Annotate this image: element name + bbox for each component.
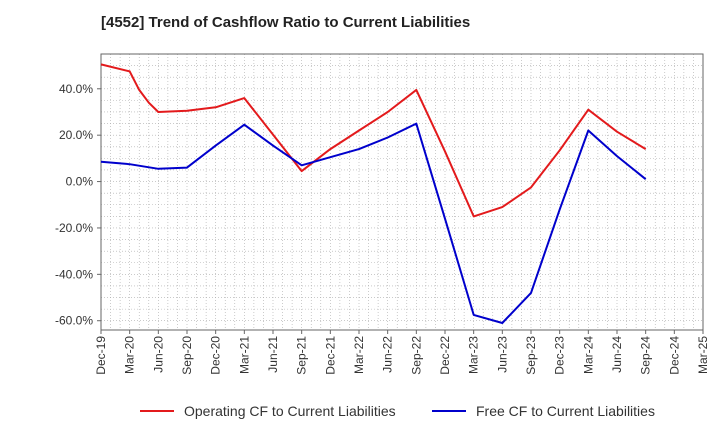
x-tick-label: Sep-23 <box>524 336 538 375</box>
legend-item-free-cf: Free CF to Current Liabilities <box>432 403 655 419</box>
chart-plot: 40.0% 20.0% 0.0% -20.0% -40.0% -60.0% Dec-19 M… <box>55 53 710 375</box>
legend-item-operating-cf: Operating CF to Current Liabilities <box>140 403 396 419</box>
x-tick-label: Mar-21 <box>237 336 251 374</box>
x-axis-ticks: Dec-19 Mar-20 Jun-20 Sep-20 Dec-20 Mar-21 Jun-… <box>94 330 710 375</box>
chart-title: [4552] Trend of Cashflow Ratio to Curren… <box>101 14 471 31</box>
x-tick-label: Jun-24 <box>610 336 624 373</box>
x-tick-label: Sep-24 <box>639 336 653 375</box>
x-tick-label: Mar-20 <box>123 336 137 374</box>
x-tick-label: Dec-19 <box>94 336 108 375</box>
x-tick-label: Sep-22 <box>409 336 423 375</box>
x-tick-label: Dec-23 <box>553 336 567 375</box>
x-tick-label: Dec-24 <box>667 336 681 375</box>
x-tick-label: Mar-23 <box>467 336 481 374</box>
legend-label-free-cf: Free CF to Current Liabilities <box>476 403 655 419</box>
y-tick-label: -60.0% <box>55 314 93 328</box>
y-tick-label: 0.0% <box>66 175 94 189</box>
series-lines <box>100 63 647 324</box>
x-tick-label: Mar-25 <box>696 336 710 374</box>
legend-label-operating-cf: Operating CF to Current Liabilities <box>184 403 396 419</box>
x-tick-label: Jun-20 <box>151 336 165 373</box>
y-tick-label: -20.0% <box>55 221 93 235</box>
series-line-operating-cf <box>100 63 647 218</box>
x-tick-label: Sep-21 <box>295 336 309 375</box>
x-tick-label: Dec-21 <box>323 336 337 375</box>
x-tick-label: Jun-23 <box>495 336 509 373</box>
y-tick-label: -40.0% <box>55 267 93 281</box>
plot-frame <box>100 53 704 331</box>
y-tick-label: 40.0% <box>59 82 93 96</box>
x-tick-label: Mar-22 <box>352 336 366 374</box>
legend-swatch-free-cf <box>432 410 466 412</box>
series-line-free-cf <box>100 122 647 324</box>
legend-swatch-operating-cf <box>140 410 174 412</box>
y-axis-ticks: 40.0% 20.0% 0.0% -20.0% -40.0% -60.0% <box>55 82 101 328</box>
x-tick-label: Jun-22 <box>381 336 395 373</box>
y-tick-label: 20.0% <box>59 128 93 142</box>
x-tick-label: Sep-20 <box>180 336 194 375</box>
grid-lines <box>100 54 704 330</box>
x-tick-label: Jun-21 <box>266 336 280 373</box>
legend: Operating CF to Current Liabilities Free… <box>0 403 720 427</box>
x-tick-label: Dec-22 <box>438 336 452 375</box>
x-tick-label: Mar-24 <box>581 336 595 374</box>
x-tick-label: Dec-20 <box>209 336 223 375</box>
